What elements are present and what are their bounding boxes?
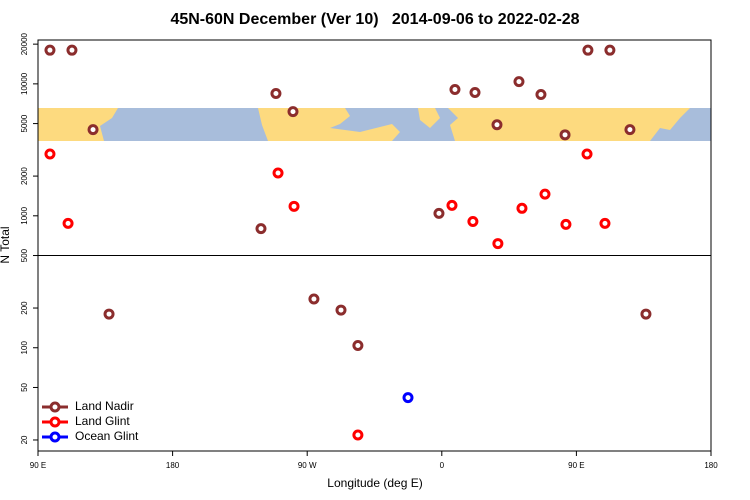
point [467,215,479,227]
point [272,167,284,179]
x-tick-label: 90 E [568,461,584,470]
legend-marker [49,431,61,443]
point [287,106,299,118]
legend-label: Ocean Glint [75,429,139,443]
y-tick-label: 1000 [20,206,29,224]
point [44,148,56,160]
y-tick-label: 50 [20,382,29,391]
point [624,124,636,136]
land [418,108,440,128]
map-band [38,108,711,141]
y-axis-label: N Total [0,226,12,263]
point [491,119,503,131]
point [599,217,611,229]
y-tick-label: 100 [20,341,29,355]
land [38,108,118,141]
point [402,392,414,404]
y-tick-label: 10000 [20,72,29,95]
x-tick-label: 0 [440,461,445,470]
legend-marker [49,416,61,428]
y-tick-label: 500 [20,248,29,262]
point [103,308,115,320]
y-tick-label: 200 [20,301,29,315]
y-tick-label: 5000 [20,114,29,132]
point [352,340,364,352]
point [559,129,571,141]
point [539,188,551,200]
point [87,124,99,136]
x-tick-label: 90 E [30,461,46,470]
point [446,199,458,211]
point [449,84,461,96]
legend-label: Land Nadir [75,399,134,413]
legend-marker [49,401,61,413]
point [66,44,78,56]
point [255,223,267,235]
x-axis-label: Longitude (deg E) [327,476,422,490]
point [308,293,320,305]
point [335,304,347,316]
point [62,217,74,229]
point [288,200,300,212]
y-tick-label: 20000 [20,32,29,55]
point [492,238,504,250]
point [44,44,56,56]
point [582,44,594,56]
point [581,148,593,160]
legend-label: Land Glint [75,414,130,428]
point [513,76,525,88]
chart-title: 45N-60N December (Ver 10) 2014-09-06 to … [170,11,579,28]
point [560,218,572,230]
point [640,308,652,320]
point [535,89,547,101]
point [270,88,282,100]
point [469,87,481,99]
point [352,429,364,441]
x-tick-label: 90 W [298,461,317,470]
y-tick-label: 2000 [20,167,29,185]
y-tick-label: 20 [20,435,29,444]
point [604,44,616,56]
x-tick-label: 180 [166,461,180,470]
x-tick-label: 180 [704,461,718,470]
point [516,202,528,214]
plot-frame [37,39,712,452]
point [433,207,445,219]
